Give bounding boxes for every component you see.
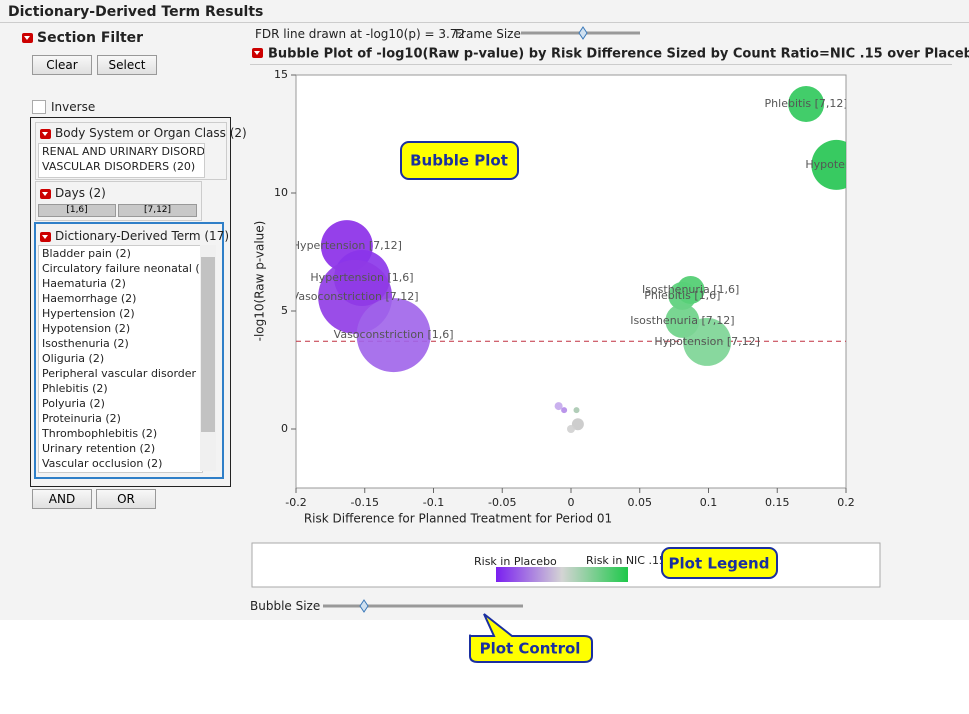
- bubble: [811, 139, 846, 190]
- filter-item[interactable]: Urinary retention (2): [42, 442, 156, 455]
- callout-text: Plot Control: [480, 640, 581, 658]
- bubble-label: Hypotensio: [805, 158, 867, 171]
- filter-item[interactable]: VASCULAR DISORDERS (20): [42, 160, 196, 173]
- x-axis-label: Risk Difference for Planned Treatment fo…: [304, 512, 612, 526]
- x-tick-label: 0.05: [628, 496, 653, 509]
- x-tick-label: -0.05: [488, 496, 516, 509]
- bubble: [573, 407, 580, 414]
- bubble-label: Isosthenuria [1,6]: [642, 283, 739, 296]
- slider-thumb[interactable]: [578, 26, 588, 40]
- filter-item[interactable]: Haematuria (2): [42, 277, 126, 290]
- bubble-label: Hypertension [7,12]: [292, 239, 402, 252]
- legend-gradient: [496, 567, 628, 582]
- or-button[interactable]: OR: [96, 489, 156, 509]
- bubble-label: Hypotension [7,12]: [654, 335, 760, 348]
- filter-item[interactable]: Bladder pain (2): [42, 247, 131, 260]
- bubble: [567, 425, 575, 433]
- filter-item[interactable]: Haemorrhage (2): [42, 292, 137, 305]
- bubble: [683, 317, 732, 366]
- frame-size-label: Frame Size: [455, 27, 521, 41]
- callout: [661, 547, 778, 579]
- checkbox[interactable]: [32, 100, 46, 114]
- days-button[interactable]: [7,12]: [118, 204, 197, 217]
- clear-button[interactable]: Clear: [32, 55, 92, 75]
- bubble: [561, 407, 568, 414]
- slider-thumb[interactable]: [359, 599, 369, 613]
- inverse-label: Inverse: [51, 100, 96, 114]
- section-title: Section Filter: [37, 30, 144, 46]
- filter-item[interactable]: Proteinuria (2): [42, 412, 121, 425]
- bubble: [554, 402, 563, 411]
- filter-title[interactable]: Days (2): [40, 186, 106, 200]
- y-tick-label: 5: [281, 304, 288, 317]
- filter-title-text: Days (2): [55, 186, 106, 200]
- filter-item[interactable]: Phlebitis (2): [42, 382, 108, 395]
- bubble: [356, 298, 431, 373]
- filter-title-text: Dictionary-Derived Term (17): [55, 229, 230, 243]
- legend-low: Risk in Placebo: [474, 555, 557, 568]
- filter-item[interactable]: Hypertension (2): [42, 307, 135, 320]
- bubble-label: Phlebitis [7,12]: [765, 97, 848, 110]
- bubble: [571, 418, 584, 431]
- legend-high: Risk in NIC .15: [586, 554, 666, 567]
- filter-item[interactable]: Peripheral vascular disorder (2: [42, 367, 202, 380]
- x-tick-label: 0.15: [765, 496, 790, 509]
- bubble-label: Vasoconstriction [1,6]: [334, 328, 454, 341]
- filter-item[interactable]: Vascular occlusion (2): [42, 457, 163, 470]
- y-tick-label: 10: [274, 186, 288, 199]
- filter-title[interactable]: Body System or Organ Class (2): [40, 126, 247, 140]
- filter-item[interactable]: Thrombophlebitis (2): [42, 427, 158, 440]
- filter-item[interactable]: Isosthenuria (2): [42, 337, 129, 350]
- filter-title[interactable]: Dictionary-Derived Term (17): [40, 229, 229, 243]
- callout: [469, 613, 593, 663]
- filter-item[interactable]: Polyuria (2): [42, 397, 105, 410]
- filter-list: Bladder pain (2) Circulatory failure neon…: [38, 245, 203, 473]
- bubble-label: Isosthenuria [7,12]: [630, 314, 734, 327]
- plot-header: [250, 46, 952, 65]
- select-button[interactable]: Select: [97, 55, 157, 75]
- x-tick-label: -0.1: [423, 496, 444, 509]
- bubble: [668, 281, 697, 310]
- scrollbar[interactable]: [200, 245, 216, 471]
- header-title: Dictionary-Derived Term Results: [8, 4, 264, 20]
- days-button[interactable]: [1,6]: [38, 204, 116, 217]
- callout-text: Plot Legend: [669, 555, 770, 573]
- y-tick-label: 15: [274, 68, 288, 81]
- fdr-label: FDR line drawn at -log10(p) =: [255, 27, 435, 41]
- callout: [400, 141, 519, 180]
- header-bar: [0, 2, 969, 23]
- filter-title-text: Body System or Organ Class (2): [55, 126, 247, 140]
- x-tick-label: 0.2: [837, 496, 855, 509]
- bubble-label: Phlebitis [1,6]: [644, 289, 720, 302]
- filter-frame: [30, 117, 231, 487]
- bubble-label: Vasoconstriction [7,12]: [292, 290, 419, 303]
- scroll-thumb[interactable]: [201, 257, 215, 432]
- filter-item[interactable]: RENAL AND URINARY DISORD: [42, 145, 204, 158]
- callout-text: Bubble Plot: [410, 152, 508, 170]
- filter-item[interactable]: Hypotension (2): [42, 322, 131, 335]
- x-tick-label: 0: [568, 496, 575, 509]
- filter-item[interactable]: Oliguria (2): [42, 352, 105, 365]
- x-tick-label: -0.2: [285, 496, 306, 509]
- fdr-text: FDR line drawn at -log10(p) = 3.72: [255, 27, 465, 41]
- and-button[interactable]: AND: [32, 489, 92, 509]
- bubble: [788, 86, 825, 123]
- bubble-size-label: Bubble Size: [250, 599, 321, 613]
- filter-list: RENAL AND URINARY DISORD VASCULAR DISORDE…: [38, 143, 205, 178]
- chart-title: Bubble Plot of -log10(Raw p-value) by Ri…: [268, 47, 969, 62]
- y-tick-label: 0: [281, 422, 288, 435]
- fdr-value: 3.72: [438, 27, 466, 41]
- x-tick-label: 0.1: [700, 496, 718, 509]
- y-axis-label: -log10(Raw p-value): [253, 221, 267, 342]
- section-filter[interactable]: Section Filter: [22, 30, 143, 46]
- filter-item[interactable]: Circulatory failure neonatal (2: [42, 262, 202, 275]
- bubble-label: Hypertension [1,6]: [310, 271, 413, 284]
- x-tick-label: -0.15: [351, 496, 379, 509]
